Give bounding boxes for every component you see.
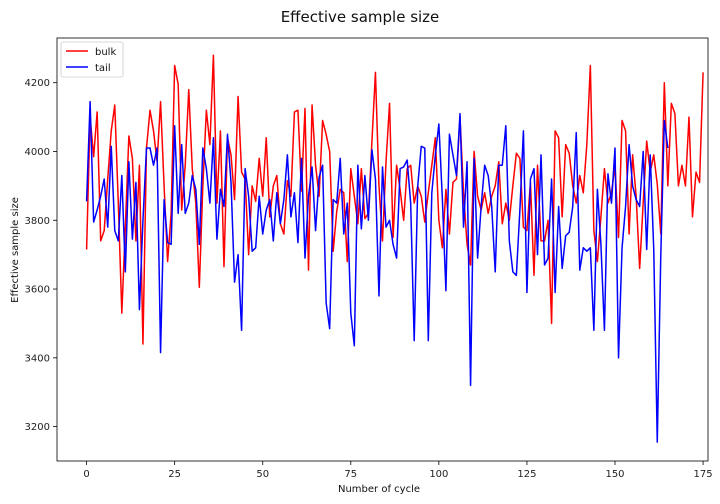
y-axis-label: Effective sample size — [10, 197, 21, 303]
y-tick-label: 4000 — [25, 147, 50, 158]
chart-title: Effective sample size — [281, 8, 440, 26]
y-tick-label: 3400 — [25, 353, 50, 364]
legend-bulk-label: bulk — [95, 47, 116, 58]
legend-tail-label: tail — [95, 63, 111, 74]
y-tick-label: 3200 — [25, 422, 50, 433]
series-lines — [85, 54, 704, 443]
x-tick-label: 125 — [517, 469, 536, 480]
x-tick-label: 50 — [256, 469, 269, 480]
legend: bulk tail — [60, 41, 124, 78]
x-tick-label: 175 — [694, 469, 713, 480]
x-axis-label: Number of cycle — [338, 484, 420, 495]
axis-ticks: 0 25 50 75 100 125 150 175 3200 3400 3600 3800 4000 4… — [25, 78, 713, 480]
x-tick-label: 150 — [605, 469, 624, 480]
plot-area — [56, 37, 709, 462]
y-tick-label: 3600 — [25, 285, 50, 296]
x-tick-label: 25 — [168, 469, 181, 480]
x-tick-label: 0 — [83, 469, 89, 480]
y-tick-label: 4200 — [25, 78, 50, 89]
x-tick-label: 75 — [344, 469, 357, 480]
x-tick-label: 100 — [429, 469, 448, 480]
y-tick-label: 3800 — [25, 216, 50, 227]
series-line-tail — [85, 100, 669, 443]
